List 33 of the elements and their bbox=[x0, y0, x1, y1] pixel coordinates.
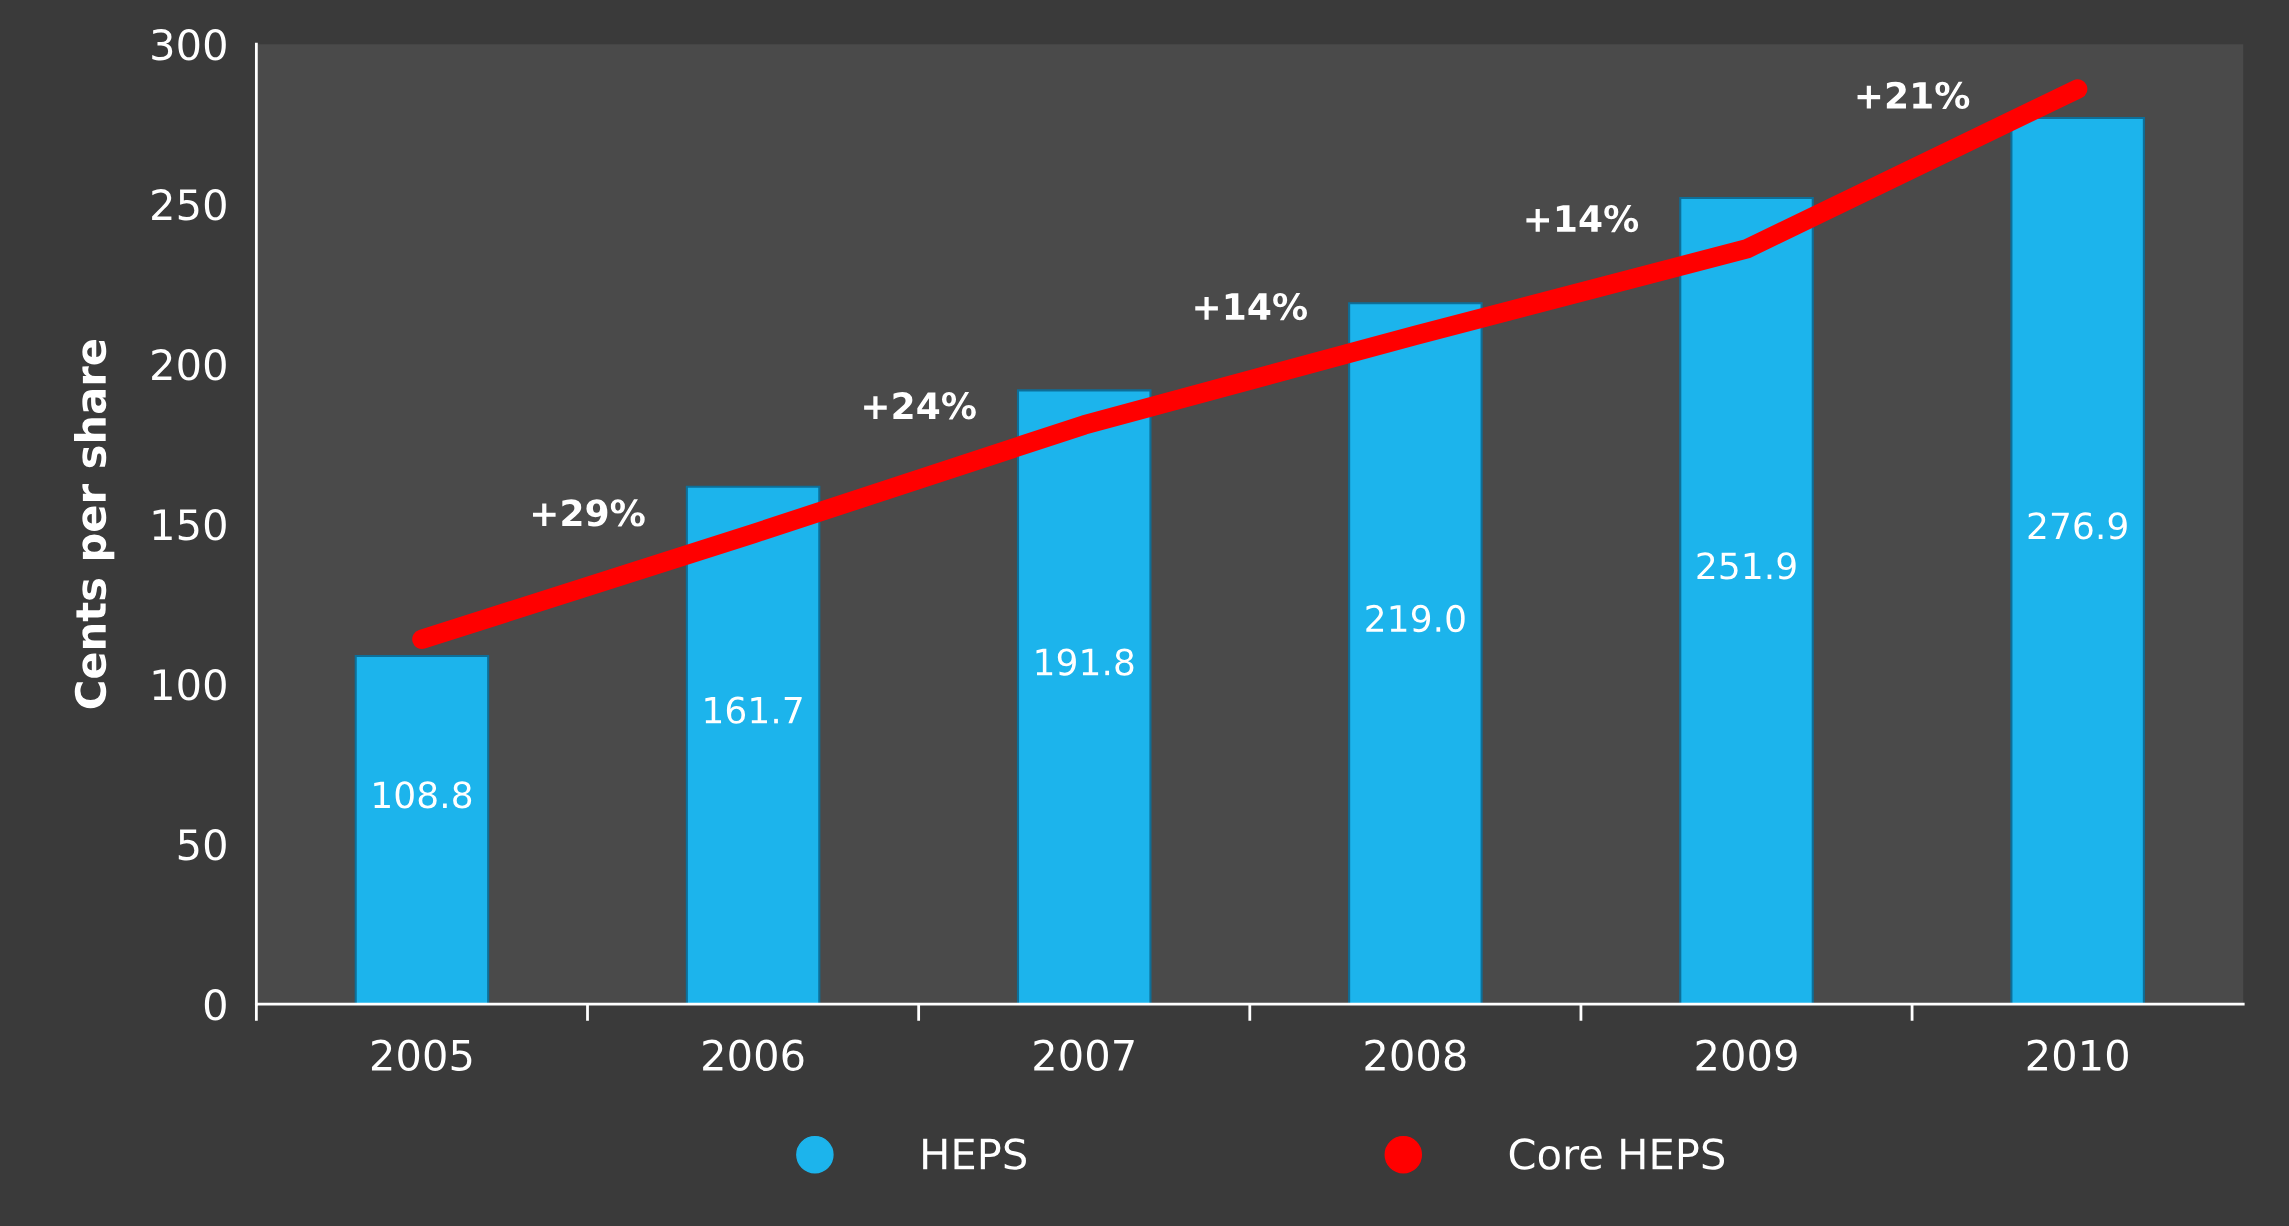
y-tick-label: 200 bbox=[152, 349, 226, 381]
data-label: 108.8 bbox=[374, 781, 472, 809]
y-axis-title: Cents per share bbox=[74, 340, 115, 709]
x-tick-label: 2005 bbox=[371, 1039, 472, 1072]
y-tick-label: 100 bbox=[153, 669, 226, 701]
data-label: 191.8 bbox=[1036, 648, 1134, 676]
data-label: 219.0 bbox=[1366, 604, 1465, 633]
annotation: +14% bbox=[1526, 204, 1639, 233]
legend-label: Core HEPS bbox=[1509, 1138, 1725, 1170]
y-tick-label: 300 bbox=[152, 29, 226, 61]
annotation: +24% bbox=[864, 392, 976, 420]
bar bbox=[1016, 389, 1152, 1005]
data-label: 276.9 bbox=[2028, 512, 2127, 540]
x-tick-label: 2008 bbox=[1365, 1039, 1466, 1072]
x-tick-label: 2009 bbox=[1696, 1039, 1797, 1072]
bar bbox=[2010, 117, 2145, 1005]
x-tick-label: 2007 bbox=[1034, 1039, 1134, 1072]
x-tick-label: 2006 bbox=[703, 1039, 804, 1072]
bar bbox=[354, 654, 490, 1005]
x-tick-label: 2010 bbox=[2027, 1039, 2128, 1072]
annotation: +29% bbox=[532, 499, 645, 527]
annotation: +21% bbox=[1857, 81, 1970, 110]
y-tick-label: 50 bbox=[178, 829, 226, 861]
legend-label: HEPS bbox=[923, 1138, 1026, 1170]
bar bbox=[1348, 302, 1483, 1005]
y-tick-label: 0 bbox=[204, 989, 226, 1021]
y-tick-label: 250 bbox=[152, 189, 226, 221]
annotation: +14% bbox=[1195, 292, 1307, 321]
bar bbox=[685, 485, 821, 1005]
y-tick-label: 150 bbox=[153, 509, 226, 541]
data-label: 161.7 bbox=[705, 696, 802, 724]
bar bbox=[1679, 197, 1814, 1005]
data-label: 251.9 bbox=[1697, 552, 1796, 580]
